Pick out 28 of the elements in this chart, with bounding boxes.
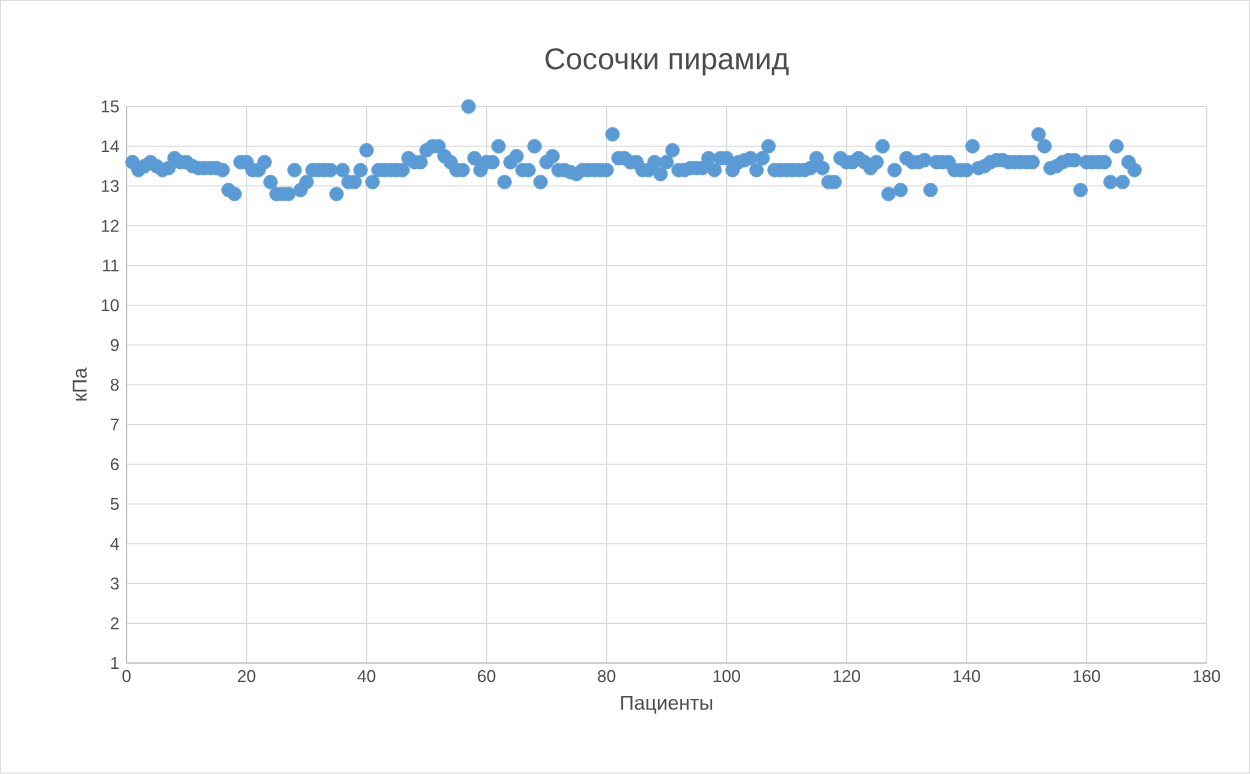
x-tick-label: 100	[713, 670, 741, 683]
x-tick-label: 180	[1193, 670, 1221, 683]
y-axis-title: кПа	[72, 367, 87, 401]
x-tick-label: 0	[122, 670, 131, 683]
y-tick-label: 11	[103, 259, 119, 272]
y-tick-label: 1	[111, 657, 119, 670]
y-tick-label: 14	[101, 140, 119, 153]
y-tick-label: 15	[101, 100, 119, 113]
y-tick-label: 2	[110, 617, 119, 630]
x-tick-label: 80	[597, 670, 616, 683]
x-tick-label: 160	[1073, 670, 1101, 683]
y-tick-label: 9	[110, 339, 119, 352]
x-tick-label: 20	[237, 670, 256, 683]
x-tick-label: 140	[953, 670, 981, 683]
y-tick-label: 5	[110, 498, 119, 511]
x-tick-label: 120	[833, 670, 861, 683]
y-tick-label: 3	[110, 577, 119, 590]
chart-title: Сосочки пирамид	[545, 48, 789, 76]
y-tick-label: 8	[110, 378, 119, 392]
y-tick-label: 10	[101, 299, 119, 312]
y-tick-label: 4	[110, 538, 119, 550]
x-tick-label: 40	[357, 670, 376, 683]
x-tick-label: 60	[477, 670, 496, 683]
y-tick-label: 7	[110, 418, 119, 431]
y-tick-label: 13	[101, 180, 119, 193]
y-tick-label: 12	[101, 220, 119, 232]
y-tick-label: 6	[110, 458, 119, 471]
x-axis-title: Пациенты	[621, 696, 713, 714]
